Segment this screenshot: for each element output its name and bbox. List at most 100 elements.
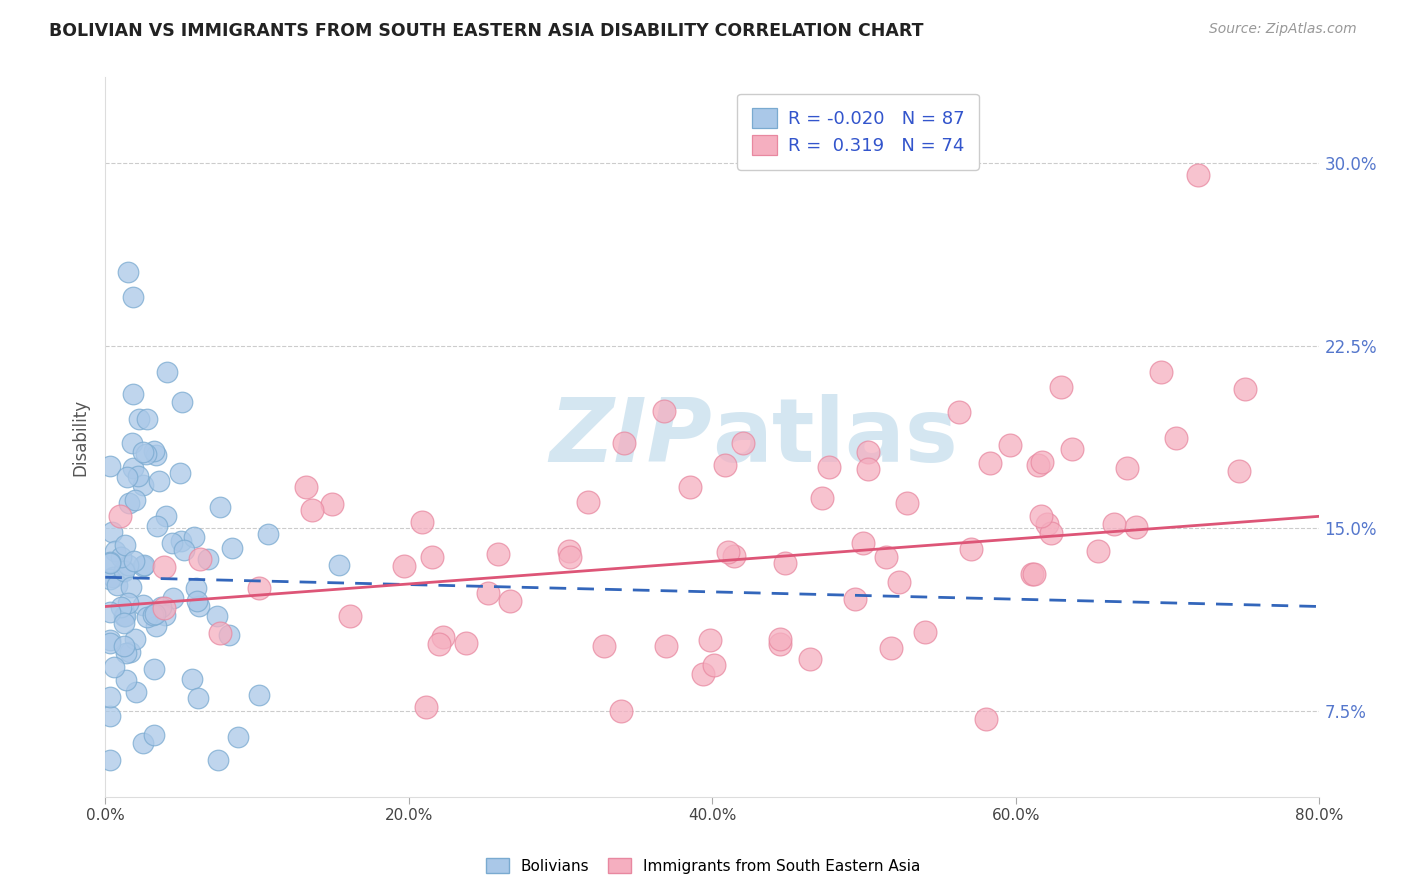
Point — [114, 609, 136, 624]
Point — [875, 550, 897, 565]
Point — [142, 728, 165, 742]
Point — [422, 550, 444, 565]
Point — [208, 500, 231, 515]
Point — [103, 570, 125, 584]
Point — [103, 660, 125, 674]
Point — [679, 480, 702, 494]
Point — [98, 605, 121, 619]
Point — [1022, 567, 1045, 582]
Point — [132, 598, 155, 612]
Point — [170, 533, 193, 548]
Point — [142, 608, 165, 623]
Point — [817, 460, 839, 475]
Point — [1050, 380, 1073, 394]
Point — [150, 599, 173, 614]
Text: BOLIVIAN VS IMMIGRANTS FROM SOUTH EASTERN ASIA DISABILITY CORRELATION CHART: BOLIVIAN VS IMMIGRANTS FROM SOUTH EASTER… — [49, 22, 924, 40]
Point — [115, 470, 138, 484]
Point — [699, 633, 721, 648]
Point — [118, 644, 141, 658]
Text: atlas: atlas — [713, 393, 959, 481]
Point — [856, 445, 879, 459]
Point — [128, 411, 150, 425]
Point — [558, 550, 581, 565]
Point — [321, 497, 343, 511]
Point — [896, 496, 918, 510]
Point — [187, 599, 209, 613]
Point — [486, 547, 509, 561]
Point — [117, 596, 139, 610]
Point — [124, 632, 146, 646]
Point — [226, 730, 249, 744]
Point — [98, 753, 121, 767]
Point — [112, 640, 135, 654]
Point — [810, 491, 832, 505]
Point — [856, 462, 879, 476]
Point — [1104, 516, 1126, 531]
Point — [98, 573, 121, 587]
Point — [1187, 168, 1209, 182]
Text: ZIP: ZIP — [550, 393, 713, 481]
Point — [454, 636, 477, 650]
Point — [979, 456, 1001, 470]
Point — [120, 580, 142, 594]
Point — [294, 480, 316, 494]
Point — [98, 556, 121, 570]
Point — [1149, 365, 1171, 379]
Point — [1040, 525, 1063, 540]
Point — [121, 387, 143, 401]
Point — [169, 466, 191, 480]
Point — [134, 558, 156, 572]
Point — [160, 536, 183, 550]
Point — [110, 550, 132, 565]
Point — [143, 444, 166, 458]
Point — [851, 536, 873, 550]
Point — [1087, 544, 1109, 558]
Point — [974, 712, 997, 726]
Text: Source: ZipAtlas.com: Source: ZipAtlas.com — [1209, 22, 1357, 37]
Point — [1031, 508, 1053, 523]
Point — [208, 625, 231, 640]
Point — [115, 646, 138, 660]
Point — [218, 628, 240, 642]
Point — [135, 447, 157, 461]
Point — [104, 544, 127, 558]
Point — [998, 437, 1021, 451]
Point — [122, 554, 145, 568]
Point — [110, 509, 132, 524]
Point — [183, 530, 205, 544]
Point — [775, 556, 797, 570]
Point — [692, 666, 714, 681]
Point — [221, 541, 243, 555]
Point — [1227, 464, 1250, 478]
Point — [197, 552, 219, 566]
Point — [655, 640, 678, 654]
Point — [427, 637, 450, 651]
Point — [162, 591, 184, 605]
Point — [135, 412, 157, 426]
Point — [148, 475, 170, 489]
Point — [153, 601, 176, 615]
Point — [769, 632, 792, 647]
Point — [723, 549, 745, 564]
Point — [1233, 382, 1256, 396]
Point — [717, 545, 740, 559]
Point — [114, 673, 136, 688]
Point — [1164, 432, 1187, 446]
Point — [112, 564, 135, 578]
Point — [499, 593, 522, 607]
Point — [132, 736, 155, 750]
Point — [1026, 458, 1049, 472]
Point — [100, 636, 122, 650]
Point — [105, 578, 128, 592]
Point — [1062, 442, 1084, 456]
Point — [613, 435, 636, 450]
Point — [1031, 455, 1053, 469]
Point — [411, 515, 433, 529]
Point — [145, 448, 167, 462]
Point — [112, 608, 135, 623]
Point — [143, 607, 166, 621]
Point — [146, 519, 169, 533]
Point — [769, 637, 792, 651]
Point — [1021, 566, 1043, 581]
Point — [1125, 520, 1147, 534]
